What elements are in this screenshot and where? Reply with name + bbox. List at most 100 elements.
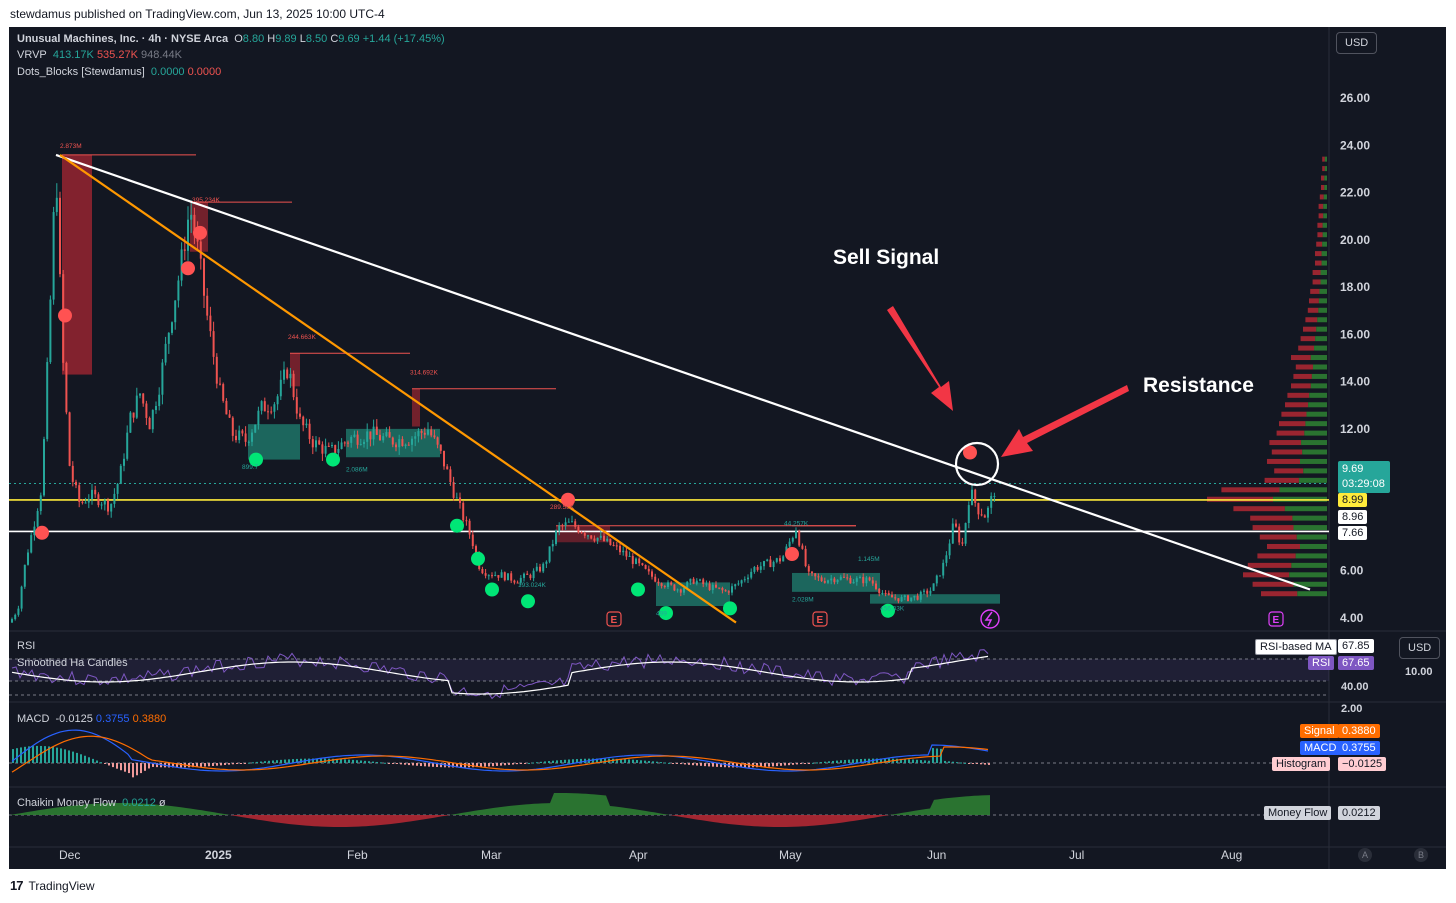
vp-down-22: [1291, 383, 1311, 389]
candle-body-174: [567, 521, 570, 523]
volume-label-5: 44.257K: [784, 521, 809, 528]
candle-body-250: [811, 571, 813, 574]
candle-body-14: [55, 197, 58, 213]
vp-up-31: [1318, 298, 1327, 304]
macd-hist-bar-59: [248, 762, 250, 764]
candle-body-221: [718, 587, 721, 589]
candle-body-208: [676, 589, 679, 591]
candle-body-80: [267, 411, 269, 413]
currency-button[interactable]: USD: [1336, 32, 1378, 54]
macd-hist-bar-132: [540, 761, 542, 763]
footer: 17 TradingView: [10, 878, 95, 893]
macd-hist-bar-208: [844, 759, 846, 763]
auto-scale-button[interactable]: A: [1358, 848, 1372, 862]
candle-body-172: [561, 525, 564, 527]
candle-body-226: [734, 584, 737, 587]
macd-hist-bar-80: [332, 758, 334, 763]
candle-body-3: [20, 586, 23, 609]
chart-frame[interactable]: 2.873M 395.234K 244.663K 314.692K 289.58K 44.…: [9, 27, 1446, 869]
candle-body-307: [993, 495, 996, 497]
candle-body-65: [219, 383, 221, 385]
vp-down-18: [1279, 421, 1306, 427]
candle-body-25: [91, 489, 93, 500]
candle-body-61: [206, 295, 209, 316]
candle-body-4: [23, 564, 26, 587]
histogram-tag-label: Histogram: [1272, 757, 1331, 771]
candle-body-285: [923, 590, 925, 592]
macd-hist-bar-147: [600, 758, 602, 763]
legend-vrvp-row: VRVP 413.17K 535.27K 948.44K: [17, 49, 182, 61]
vrvp-up: 413.17K: [52, 49, 94, 61]
candle-body-186: [606, 538, 609, 542]
macd-hist-bar-190: [772, 763, 774, 767]
candle-body-177: [577, 526, 580, 533]
y-tick-5: 16.00: [1340, 327, 1370, 341]
macd-hist-bar-221: [896, 758, 898, 763]
candle-body-175: [571, 521, 573, 523]
macd-hist-bar-61: [256, 761, 258, 763]
log-scale-button[interactable]: B: [1414, 848, 1428, 862]
volume-label-7: 899.7: [242, 464, 259, 471]
macd-hist-bar-46: [196, 763, 198, 767]
vp-down-3: [1247, 562, 1292, 568]
macd-hist-bar-163: [664, 762, 666, 764]
macd-hist-bar-70: [292, 759, 294, 763]
macd-hist-bar-136: [556, 760, 558, 763]
macd-hist-bar-74: [308, 758, 310, 763]
macd-hist-bar-76: [316, 758, 318, 763]
price-chart[interactable]: 2.873M 395.234K 244.663K 314.692K 289.58K 44.…: [9, 27, 1446, 869]
candle-body-21: [78, 485, 81, 502]
macd-hist-bar-65: [272, 760, 274, 763]
candle-body-196: [638, 558, 641, 564]
macd-hist-bar-71: [296, 758, 298, 763]
macd-hist-bar-3: [24, 746, 26, 763]
candle-body-122: [401, 439, 404, 446]
candle-body-63: [212, 331, 215, 357]
buy-dot-2: [450, 518, 464, 533]
macd-legend: MACD -0.0125 0.3755 0.3880: [17, 713, 166, 725]
sell-dot-0: [35, 525, 49, 540]
candle-body-214: [695, 580, 698, 584]
macd-hist-bar-97: [400, 763, 402, 765]
candle-body-109: [359, 444, 362, 446]
candle-body-112: [369, 431, 372, 440]
macd-hist-bar-36: [156, 763, 158, 768]
candle-body-83: [276, 396, 279, 405]
candle-body-167: [545, 561, 548, 564]
candle-body-189: [615, 545, 618, 547]
macd-hist-bar-52: [220, 763, 222, 766]
candle-body-152: [497, 575, 500, 578]
candle-body-53: [180, 249, 183, 281]
candle-body-100: [331, 445, 333, 447]
candle-body-141: [462, 502, 465, 521]
candle-body-154: [503, 572, 506, 581]
vp-up-27: [1315, 336, 1327, 342]
tradingview-logo-icon: 17: [10, 878, 24, 893]
vp-down-38: [1317, 232, 1323, 238]
candle-body-78: [260, 401, 263, 411]
macd-hist-bar-120: [492, 763, 494, 767]
macd-hist-bar-157: [640, 760, 642, 763]
rsi-tag-label: RSI: [1308, 656, 1335, 670]
candle-body-126: [414, 436, 417, 439]
sell-dot-6: [963, 445, 977, 460]
candle-body-254: [823, 581, 826, 583]
x-tick-3: Mar: [481, 848, 502, 862]
currency-button-2[interactable]: USD: [1399, 637, 1441, 659]
macd-hist-bar-159: [648, 760, 650, 763]
candle-body-86: [286, 369, 289, 379]
candle-body-155: [507, 573, 509, 581]
candle-body-157: [513, 580, 516, 583]
vp-up-33: [1320, 279, 1327, 285]
candle-body-151: [494, 575, 497, 577]
candle-body-236: [766, 559, 769, 562]
macd-hist-bar-240: [972, 763, 974, 764]
earnings-box-0: [606, 611, 622, 627]
macd-hist-bar-148: [604, 758, 606, 763]
candle-body-36: [126, 432, 129, 459]
last-price: 9.69: [1342, 463, 1364, 475]
macd-hist-bar-177: [720, 763, 722, 768]
macd-hist-bar-106: [436, 763, 438, 768]
candle-body-255: [827, 580, 829, 583]
macd-signal-legend: 0.3880: [132, 713, 167, 725]
